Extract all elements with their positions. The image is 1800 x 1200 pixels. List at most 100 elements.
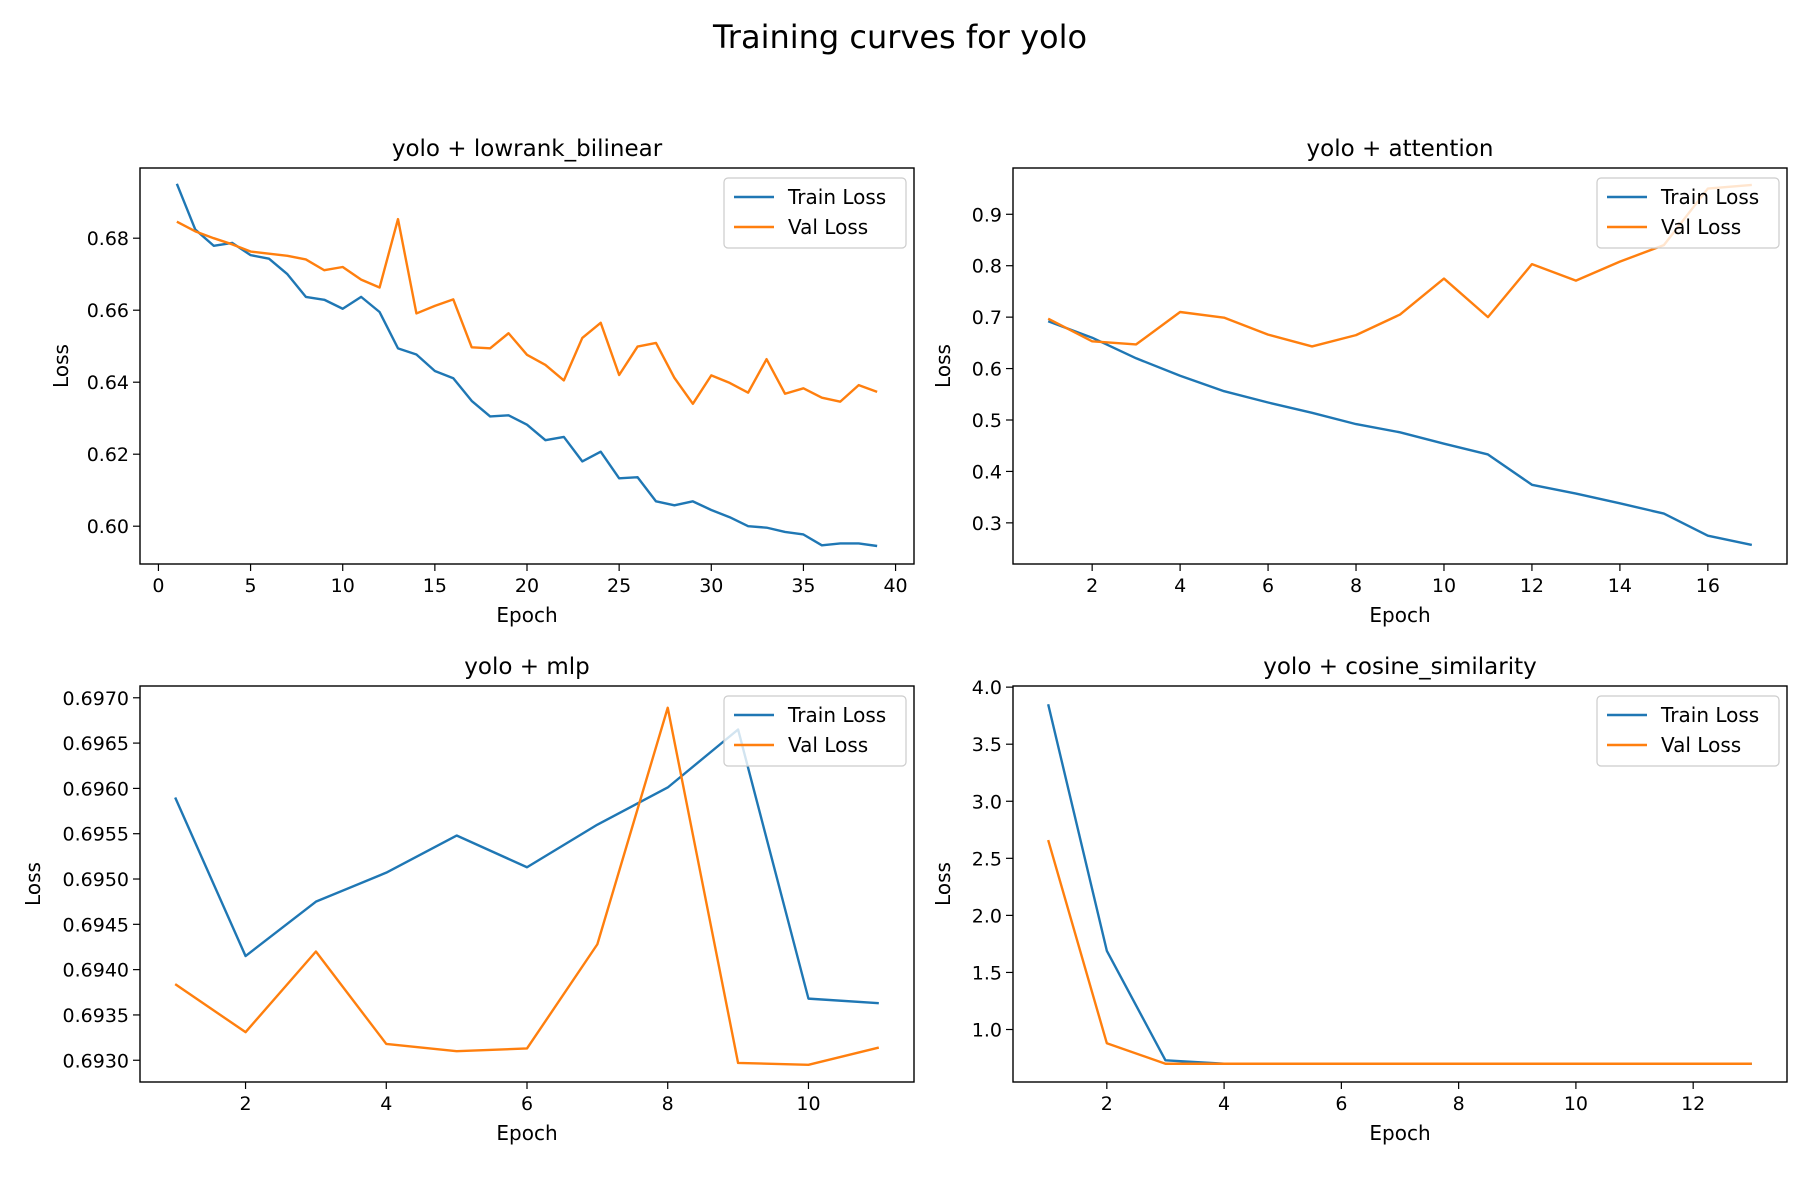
legend-label-val-loss: Val Loss: [788, 733, 868, 757]
legend-box: [723, 177, 907, 249]
subplot-cosine-similarity: yolo + cosine_similarity 2 4 6 8 10 12 1.0 1.5 2.…: [931, 654, 1788, 1145]
legend-label-train-loss: Train Loss: [787, 185, 886, 209]
y-axis-label: Loss: [931, 344, 955, 388]
x-tick-label: 15: [423, 575, 447, 597]
y-tick-label: 0.6940: [63, 960, 129, 982]
x-tick-label: 2: [239, 1093, 251, 1115]
series-line-val-loss: [1047, 183, 1752, 348]
legend-box: [723, 695, 907, 767]
subplot-title: yolo + cosine_similarity: [1263, 654, 1536, 680]
x-tick-label: 35: [791, 575, 815, 597]
y-tick-label: 0.6955: [63, 824, 129, 846]
legend-box: [1596, 695, 1780, 767]
y-tick-label: 0.5: [972, 410, 1002, 432]
legend-label-val-loss: Val Loss: [1661, 733, 1741, 757]
y-tick-label: 0.6: [972, 359, 1002, 381]
x-tick-label: 10: [1564, 1093, 1588, 1115]
x-tick-label: 14: [1608, 575, 1632, 597]
x-tick-label: 0: [152, 575, 164, 597]
x-tick-label: 10: [331, 575, 355, 597]
legend: Train Loss Val Loss: [723, 177, 907, 249]
legend-label-train-loss: Train Loss: [1660, 185, 1759, 209]
y-tick-label: 0.6935: [63, 1005, 129, 1027]
y-tick-label: 0.6950: [63, 869, 129, 891]
legend: Train Loss Val Loss: [1596, 695, 1780, 767]
subplot-attention: yolo + attention 2 4 6 8 10 12 14 16 0.3 0.4 0.5 0.6…: [931, 136, 1788, 627]
legend-label-val-loss: Val Loss: [788, 215, 868, 239]
y-tick-label: 0.6945: [63, 914, 129, 936]
axes-frame: [139, 167, 915, 565]
series-line-train-loss: [175, 183, 878, 548]
y-tick-label: 0.64: [87, 372, 129, 394]
y-tick-label: 2.5: [972, 848, 1002, 870]
y-axis-label: Loss: [49, 344, 73, 388]
y-tick-label: 0.6970: [63, 688, 129, 710]
y-tick-label: 1.0: [972, 1020, 1002, 1042]
y-tick-label: 3.5: [972, 734, 1002, 756]
axes-frame: [139, 685, 915, 1083]
subplot-title: yolo + attention: [1307, 136, 1494, 162]
series-line-train-loss: [1047, 320, 1753, 547]
x-tick-label: 4: [1174, 575, 1186, 597]
x-tick-label: 20: [515, 575, 539, 597]
y-tick-label: 0.6960: [63, 778, 129, 800]
y-tick-label: 0.4: [972, 461, 1002, 483]
x-tick-label: 8: [1453, 1093, 1465, 1115]
y-tick-label: 4.0: [972, 677, 1002, 699]
y-axis-label: Loss: [931, 862, 955, 906]
y-tick-label: 0.8: [972, 256, 1002, 278]
subplot-title: yolo + mlp: [464, 654, 589, 680]
series-line-train-loss: [174, 728, 879, 1005]
series-line-val-loss: [1047, 839, 1752, 1065]
axes-frame: [1012, 685, 1788, 1083]
x-tick-label: 5: [245, 575, 257, 597]
subplot-mlp: yolo + mlp 2 4 6 8 10 0.6930 0.6935 0.6940 0.6945…: [21, 654, 915, 1145]
x-tick-label: 4: [1218, 1093, 1230, 1115]
y-tick-label: 0.60: [87, 516, 129, 538]
x-tick-label: 2: [1101, 1093, 1113, 1115]
axes-frame: [1012, 167, 1788, 565]
subplot-lowrank-bilinear: yolo + lowrank_bilinear 0 5 10 15 20 25 30 35 40 0…: [49, 136, 915, 627]
subplot-title: yolo + lowrank_bilinear: [392, 136, 663, 162]
x-tick-label: 4: [380, 1093, 392, 1115]
legend-label-val-loss: Val Loss: [1661, 215, 1741, 239]
x-tick-label: 6: [521, 1093, 533, 1115]
y-tick-label: 3.0: [972, 791, 1002, 813]
y-tick-label: 1.5: [972, 962, 1002, 984]
x-tick-label: 10: [796, 1093, 820, 1115]
x-tick-label: 25: [607, 575, 631, 597]
y-tick-label: 0.66: [87, 300, 129, 322]
x-tick-label: 8: [1350, 575, 1362, 597]
legend: Train Loss Val Loss: [1596, 177, 1780, 249]
x-tick-label: 8: [662, 1093, 674, 1115]
y-tick-label: 0.3: [972, 513, 1002, 535]
legend-box: [1596, 177, 1780, 249]
legend: Train Loss Val Loss: [723, 695, 907, 767]
x-axis-label: Epoch: [1369, 603, 1430, 627]
x-axis-label: Epoch: [496, 603, 557, 627]
x-tick-label: 6: [1262, 575, 1274, 597]
series-line-val-loss: [174, 706, 880, 1066]
x-tick-label: 16: [1696, 575, 1720, 597]
x-axis-label: Epoch: [1369, 1121, 1430, 1145]
series-line-val-loss: [176, 217, 878, 405]
y-tick-label: 0.6930: [63, 1050, 129, 1072]
y-tick-label: 0.68: [87, 228, 129, 250]
legend-label-train-loss: Train Loss: [787, 703, 886, 727]
y-tick-label: 2.0: [972, 905, 1002, 927]
figure-title: Training curves for yolo: [712, 18, 1087, 56]
x-axis-label: Epoch: [496, 1121, 557, 1145]
x-tick-label: 2: [1086, 575, 1098, 597]
x-tick-label: 40: [883, 575, 907, 597]
x-tick-label: 12: [1520, 575, 1544, 597]
x-tick-label: 30: [699, 575, 723, 597]
y-tick-label: 0.9: [972, 204, 1002, 226]
y-tick-label: 0.7: [972, 307, 1002, 329]
y-axis-label: Loss: [21, 862, 45, 906]
y-tick-label: 0.62: [87, 444, 129, 466]
x-tick-label: 10: [1432, 575, 1456, 597]
x-tick-label: 6: [1335, 1093, 1347, 1115]
x-tick-label: 12: [1681, 1093, 1705, 1115]
y-tick-label: 0.6965: [63, 733, 129, 755]
